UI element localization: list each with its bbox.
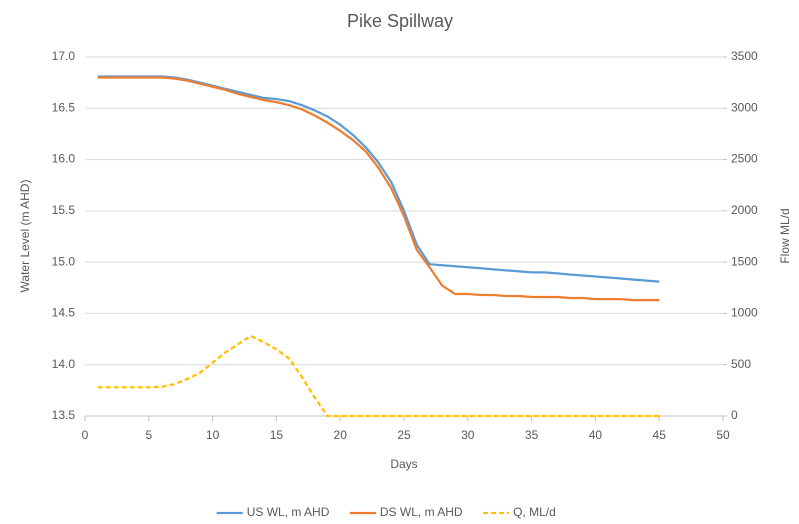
y-tick-label: 16.5 [52, 100, 76, 114]
legend-label: US WL, m AHD [247, 505, 330, 519]
x-axis-title: Days [390, 457, 417, 471]
y2-tick-label: 2000 [731, 203, 758, 217]
series-line [97, 334, 660, 418]
x-tick-label: 20 [334, 428, 348, 442]
y-tick-label: 14.5 [52, 306, 76, 320]
y-tick-label: 15.0 [52, 254, 76, 268]
y2-tick-label: 1000 [731, 306, 758, 320]
series-line [97, 76, 660, 302]
y2-tick-label: 3500 [731, 49, 758, 63]
y2-tick-label: 0 [731, 408, 738, 422]
y-tick-label: 16.0 [52, 152, 76, 166]
series-line [97, 75, 660, 283]
x-tick-label: 0 [82, 428, 89, 442]
y-tick-label: 14.0 [52, 357, 76, 371]
y-axis-title: Water Level (m AHD) [18, 180, 32, 293]
y-tick-label: 13.5 [52, 408, 76, 422]
y-tick-label: 17.0 [52, 49, 76, 63]
x-tick-label: 25 [397, 428, 411, 442]
x-tick-label: 10 [206, 428, 220, 442]
y2-tick-label: 2500 [731, 152, 758, 166]
y2-tick-label: 1500 [731, 254, 758, 268]
chart-title: Pike Spillway [347, 11, 453, 31]
x-tick-label: 5 [145, 428, 152, 442]
y2-axis-title: Flow ML/d [778, 208, 792, 263]
y2-tick-label: 500 [731, 357, 751, 371]
x-tick-label: 45 [653, 428, 667, 442]
y-tick-label: 15.5 [52, 203, 76, 217]
x-tick-label: 50 [716, 428, 730, 442]
x-tick-label: 15 [270, 428, 284, 442]
legend-label: DS WL, m AHD [380, 505, 463, 519]
legend-label: Q, ML/d [513, 505, 556, 519]
y2-tick-label: 3000 [731, 100, 758, 114]
x-tick-label: 40 [589, 428, 603, 442]
x-tick-label: 35 [525, 428, 539, 442]
x-tick-label: 30 [461, 428, 475, 442]
